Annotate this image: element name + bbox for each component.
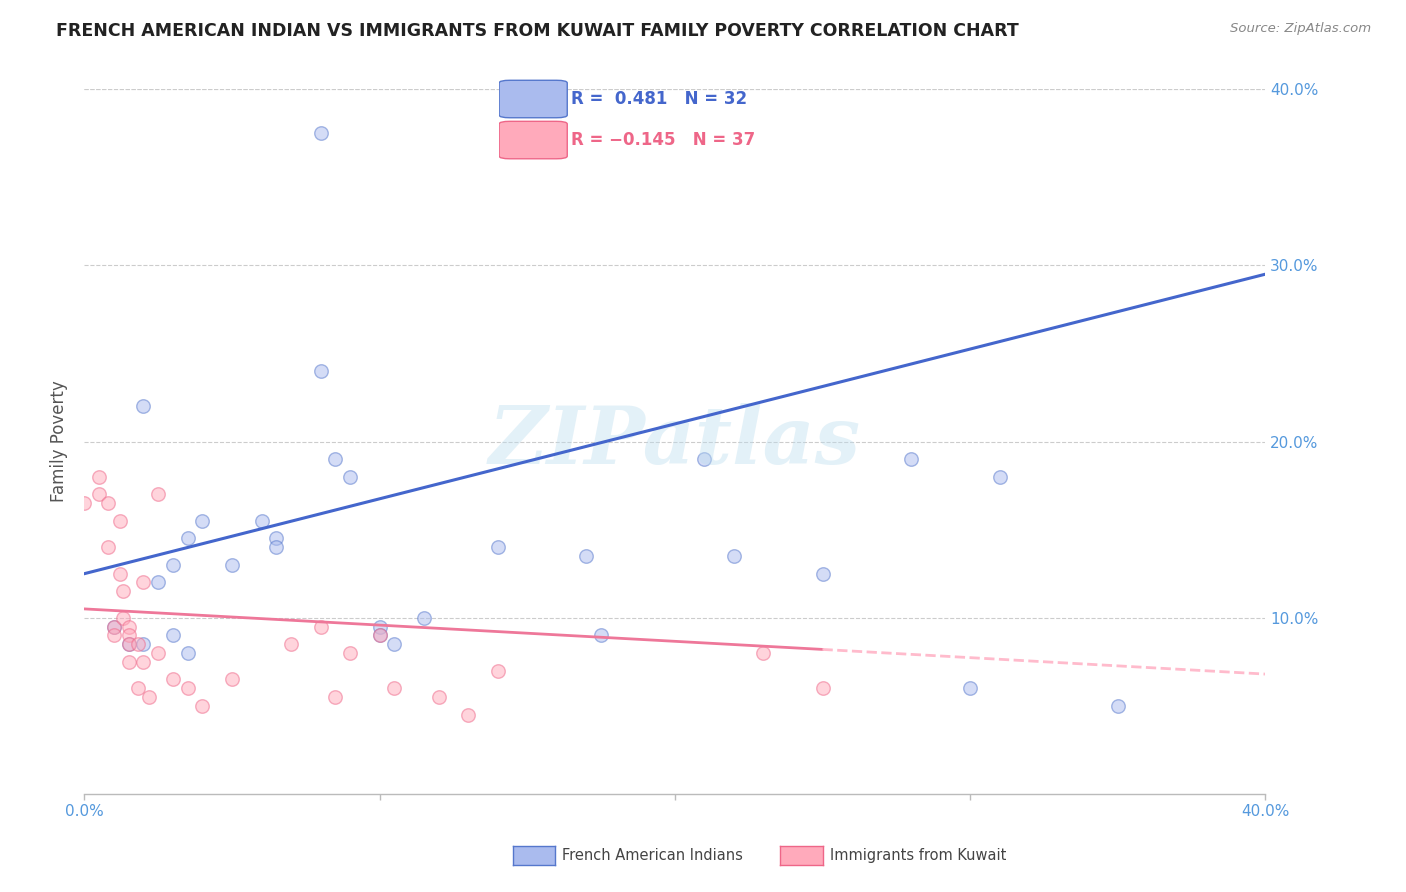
Point: [127, 637, 149, 651]
Point: [148, 487, 170, 501]
Point: [368, 619, 391, 633]
Point: [138, 690, 160, 704]
Point: [118, 619, 141, 633]
Point: [108, 566, 131, 581]
Text: French American Indians: French American Indians: [562, 848, 744, 863]
Point: [103, 619, 125, 633]
Point: [457, 707, 479, 722]
Point: [1107, 698, 1129, 713]
Point: [486, 664, 509, 678]
Text: Immigrants from Kuwait: Immigrants from Kuwait: [830, 848, 1005, 863]
Point: [309, 364, 332, 378]
Text: ZIPatlas: ZIPatlas: [489, 403, 860, 480]
Point: [752, 646, 775, 660]
Point: [148, 575, 170, 590]
Point: [959, 681, 981, 696]
Point: [368, 628, 391, 642]
Point: [323, 452, 347, 467]
Point: [693, 452, 716, 467]
Point: [97, 540, 120, 554]
Point: [900, 452, 922, 467]
Point: [89, 487, 111, 501]
Point: [575, 549, 598, 563]
Text: R = −0.145   N = 37: R = −0.145 N = 37: [571, 131, 755, 149]
Point: [177, 646, 200, 660]
Point: [309, 126, 332, 140]
Point: [339, 646, 361, 660]
Point: [118, 637, 141, 651]
Point: [221, 673, 243, 687]
Point: [250, 514, 273, 528]
Point: [191, 698, 214, 713]
Point: [368, 628, 391, 642]
Point: [309, 619, 332, 633]
Point: [177, 532, 200, 546]
Point: [148, 646, 170, 660]
Point: [413, 610, 436, 624]
Point: [427, 690, 450, 704]
Point: [811, 566, 834, 581]
Point: [988, 469, 1011, 483]
Point: [132, 655, 155, 669]
Point: [97, 496, 120, 510]
Point: [118, 655, 141, 669]
Point: [280, 637, 302, 651]
Text: R =  0.481   N = 32: R = 0.481 N = 32: [571, 90, 747, 108]
Point: [486, 540, 509, 554]
Point: [132, 637, 155, 651]
Point: [111, 584, 134, 599]
Point: [118, 628, 141, 642]
Point: [382, 637, 406, 651]
Point: [103, 619, 125, 633]
Point: [118, 637, 141, 651]
Point: [127, 681, 149, 696]
Point: [264, 532, 288, 546]
Text: FRENCH AMERICAN INDIAN VS IMMIGRANTS FROM KUWAIT FAMILY POVERTY CORRELATION CHAR: FRENCH AMERICAN INDIAN VS IMMIGRANTS FRO…: [56, 22, 1019, 40]
Point: [132, 575, 155, 590]
Point: [723, 549, 745, 563]
Point: [191, 514, 214, 528]
Point: [323, 690, 347, 704]
FancyBboxPatch shape: [499, 121, 567, 159]
Point: [89, 469, 111, 483]
Point: [103, 628, 125, 642]
Point: [162, 628, 184, 642]
Point: [591, 628, 613, 642]
Point: [264, 540, 288, 554]
Point: [811, 681, 834, 696]
Point: [221, 558, 243, 572]
Point: [162, 558, 184, 572]
Point: [132, 399, 155, 413]
Point: [108, 514, 131, 528]
Point: [177, 681, 200, 696]
Point: [73, 496, 96, 510]
Text: Source: ZipAtlas.com: Source: ZipAtlas.com: [1230, 22, 1371, 36]
Y-axis label: Family Poverty: Family Poverty: [51, 381, 69, 502]
Point: [382, 681, 406, 696]
FancyBboxPatch shape: [499, 80, 567, 118]
Point: [162, 673, 184, 687]
Point: [339, 469, 361, 483]
Point: [111, 610, 134, 624]
